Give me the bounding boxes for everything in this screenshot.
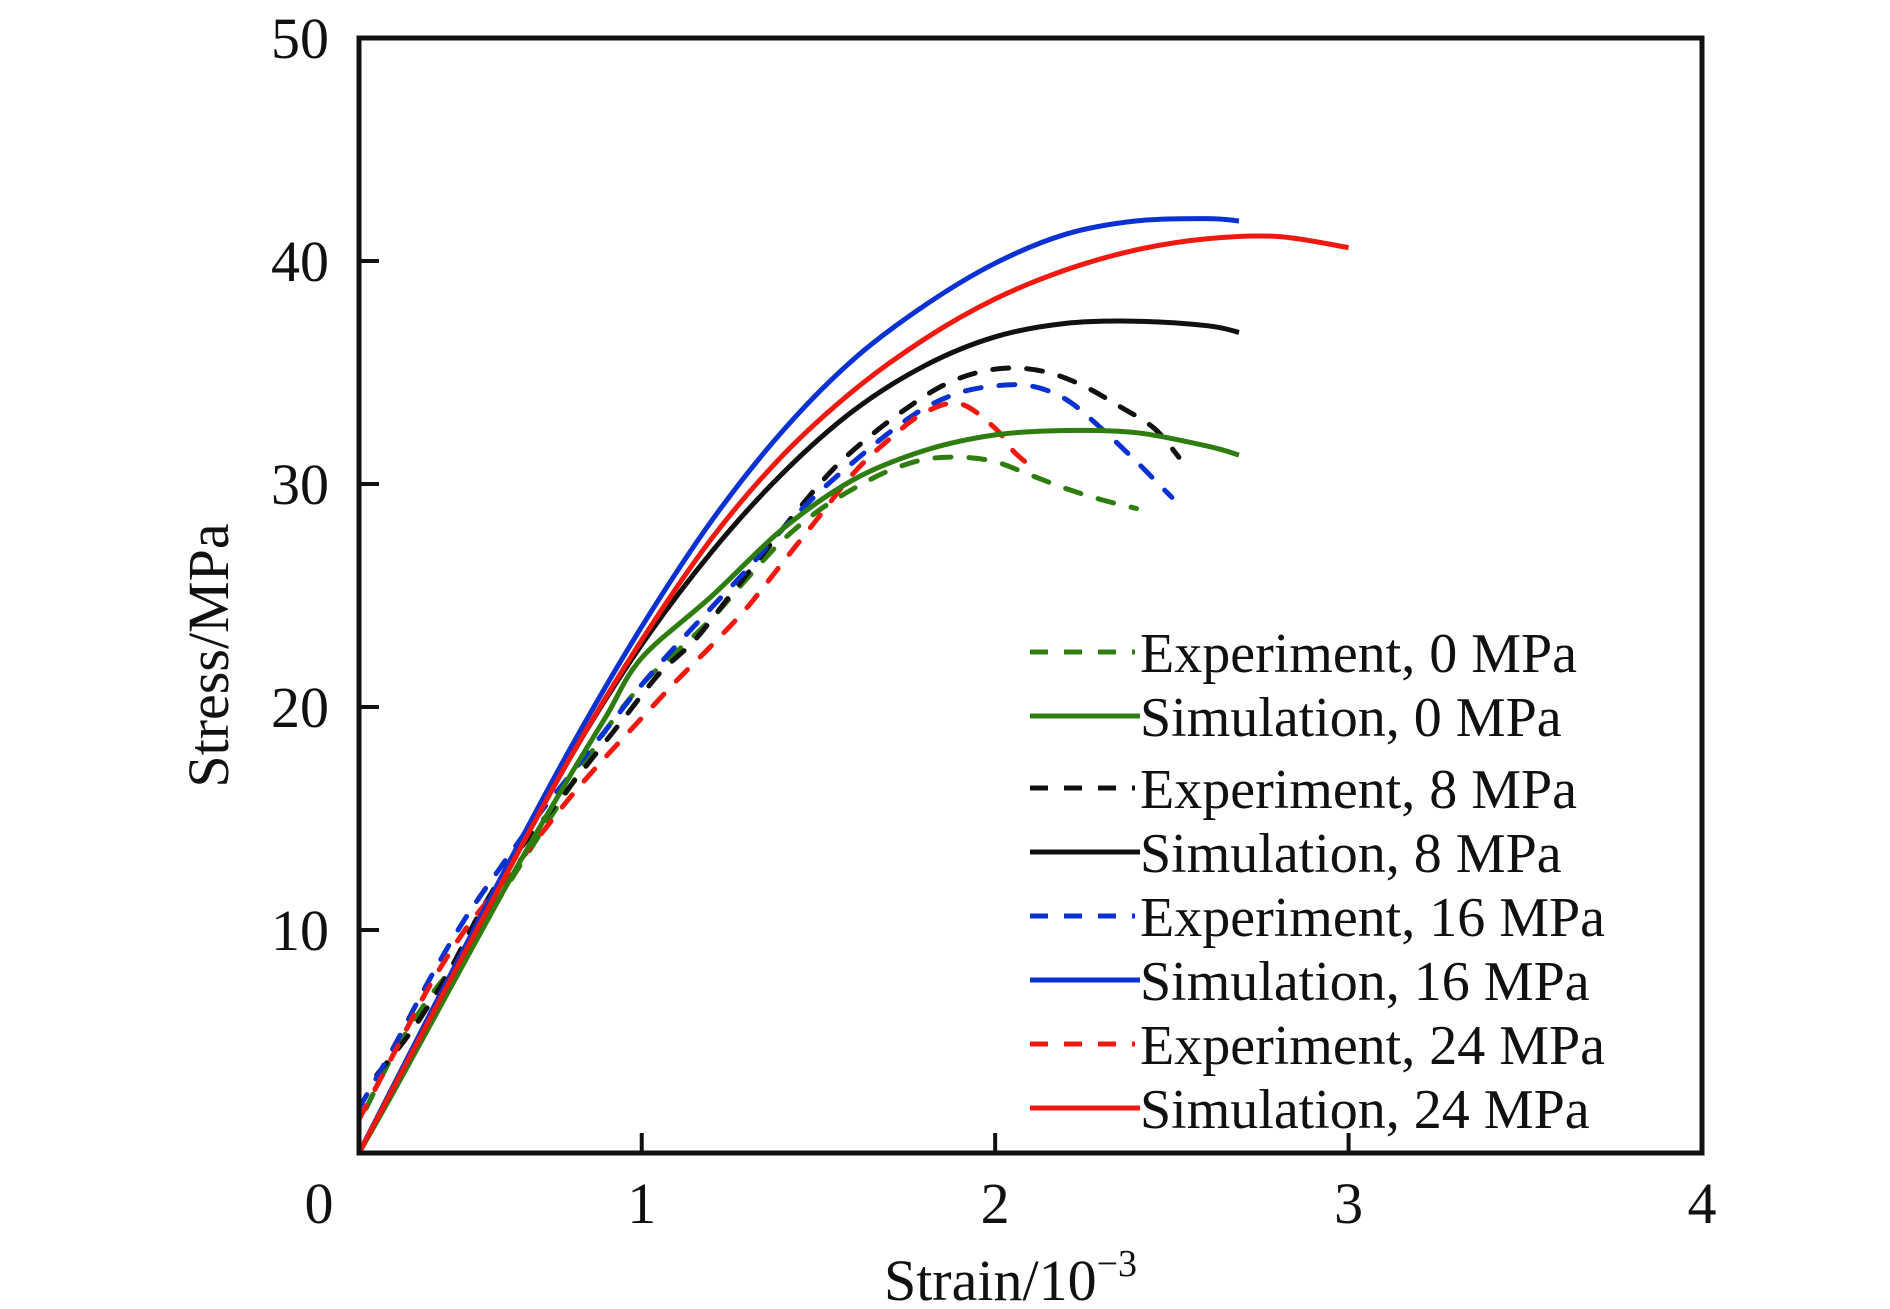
x-tick-label: 3 [1334, 1171, 1363, 1236]
series-layer [356, 216, 1349, 1155]
legend-item: Experiment, 8 MPa [1030, 759, 1577, 821]
legend-label: Experiment, 16 MPa [1140, 887, 1605, 949]
y-tick-label: 10 [271, 898, 329, 963]
series-line-experiment-24-mpa [356, 400, 1033, 1122]
legend-item: Simulation, 0 MPa [1030, 687, 1562, 749]
legend-label: Experiment, 0 MPa [1140, 623, 1577, 685]
legend-item: Experiment, 16 MPa [1030, 887, 1605, 949]
x-tick-label: 2 [981, 1171, 1010, 1236]
legend-item: Simulation, 8 MPa [1030, 823, 1562, 885]
legend-label: Simulation, 24 MPa [1140, 1079, 1590, 1141]
legend-item: Experiment, 0 MPa [1030, 623, 1577, 685]
series-line-simulation-0-mpa [356, 427, 1240, 1155]
x-tick-label: 1 [627, 1171, 656, 1236]
legend-label: Experiment, 8 MPa [1140, 759, 1577, 821]
legend-item: Simulation, 16 MPa [1030, 951, 1590, 1013]
plot-frame [356, 35, 1705, 1156]
y-tick-label: 40 [271, 229, 329, 294]
y-tick-label: 50 [271, 6, 329, 71]
x-axis-title-exponent: −3 [1097, 1243, 1137, 1285]
legend-label: Experiment, 24 MPa [1140, 1015, 1605, 1077]
series-line-simulation-24-mpa [356, 233, 1349, 1155]
tick-labels-layer: 0 1 2 3 4 10 20 30 40 50 [271, 6, 1717, 1236]
legend-label: Simulation, 16 MPa [1140, 951, 1590, 1013]
y-tick-label: 30 [271, 452, 329, 517]
series-line-simulation-8-mpa [356, 318, 1240, 1155]
series-line-simulation-16-mpa [356, 216, 1240, 1155]
legend-item: Experiment, 24 MPa [1030, 1015, 1605, 1077]
legend-item: Simulation, 24 MPa [1030, 1079, 1590, 1141]
x-axis-title: Strain/10−3 [884, 1243, 1137, 1309]
legend-label: Simulation, 0 MPa [1140, 687, 1562, 749]
x-tick-label: 4 [1688, 1171, 1717, 1236]
legend-label: Simulation, 8 MPa [1140, 823, 1562, 885]
y-axis-title: Stress/MPa [176, 523, 241, 787]
ticks-layer [359, 259, 1351, 1153]
x-axis-title-text: Strain/10 [884, 1248, 1097, 1309]
series-line-experiment-8-mpa [374, 365, 1182, 1078]
x-tick-label: 0 [305, 1171, 334, 1236]
y-tick-label: 20 [271, 675, 329, 740]
